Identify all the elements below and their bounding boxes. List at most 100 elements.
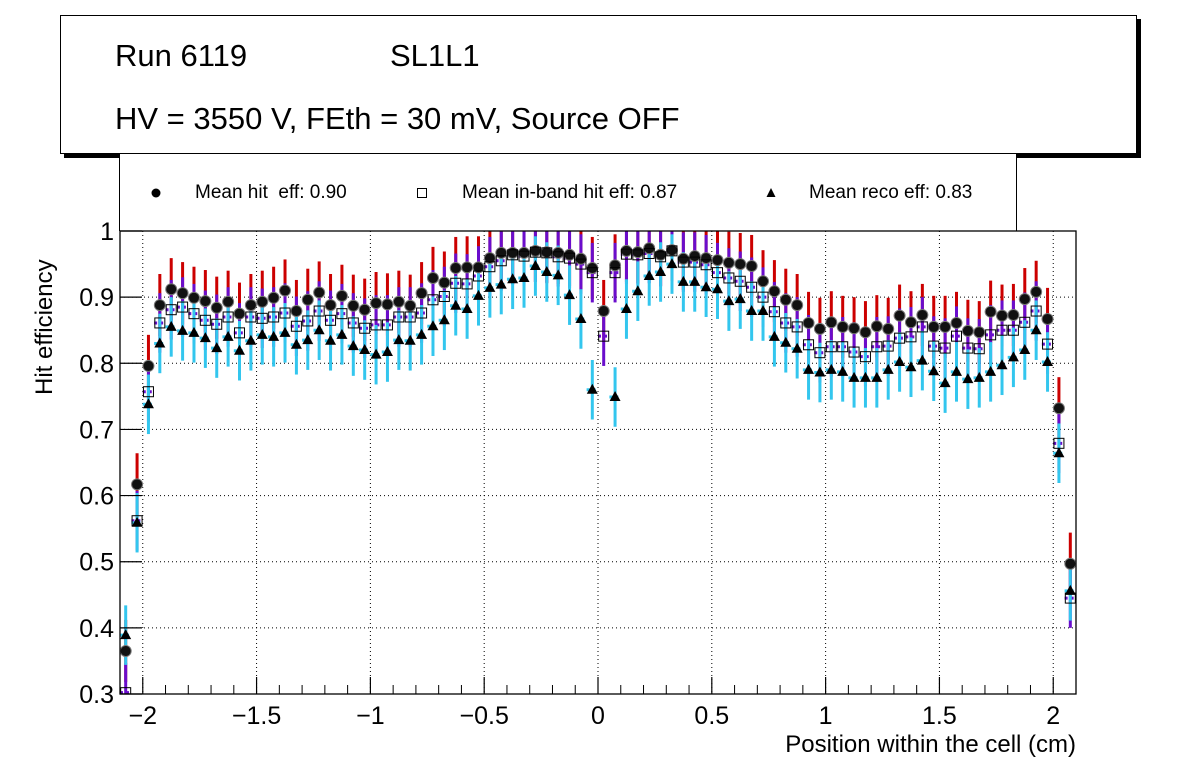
run-label: Run 6119: [115, 38, 248, 73]
data-point-hit: [813, 322, 826, 335]
data-point-hit: [142, 359, 155, 372]
y-tick-label: 0.5: [79, 549, 114, 577]
data-point-reco: [541, 266, 553, 277]
data-point-inband: [962, 342, 974, 354]
data-point-hit: [370, 297, 383, 310]
data-point-reco: [643, 269, 655, 280]
data-point-hit: [267, 291, 280, 304]
data-point-inband: [507, 249, 519, 261]
data-point-hit: [1041, 312, 1054, 325]
data-point-inband: [973, 343, 985, 355]
legend-marker-open-square: [417, 188, 427, 198]
data-point-reco: [916, 354, 928, 365]
data-point-inband: [791, 321, 803, 333]
data-point-inband: [575, 258, 587, 270]
data-point-hit: [381, 298, 394, 311]
data-point-inband: [234, 327, 245, 339]
data-point-hit: [165, 283, 178, 296]
data-point-reco: [1064, 584, 1076, 595]
data-point-inband: [871, 341, 883, 353]
data-point-hit: [176, 287, 189, 300]
data-point-reco: [507, 273, 519, 284]
x-tick-label: −2: [129, 702, 158, 730]
conditions-label: HV = 3550 V, FEth = 30 mV, Source OFF: [115, 101, 680, 136]
data-point-inband: [461, 278, 473, 290]
data-point-inband: [188, 308, 200, 320]
data-point-inband: [370, 319, 382, 331]
x-tick-label: −1: [356, 702, 385, 730]
data-point-inband: [529, 246, 541, 258]
data-point-inband: [142, 386, 154, 398]
data-point-inband: [416, 307, 428, 319]
data-point-inband: [825, 341, 837, 353]
data-point-inband: [746, 281, 758, 293]
data-point-inband: [882, 340, 894, 352]
data-point-inband: [700, 259, 712, 271]
data-point-hit: [597, 305, 610, 318]
data-point-reco: [973, 371, 985, 382]
data-point-hit: [210, 301, 223, 314]
data-point-hit: [836, 320, 849, 333]
data-point-hit: [1018, 293, 1031, 306]
data-point-inband: [803, 339, 815, 351]
data-point-inband: [905, 331, 917, 343]
data-point-hit: [711, 254, 724, 267]
data-point-inband: [837, 341, 849, 353]
data-point-reco: [780, 336, 792, 347]
data-point-reco: [256, 328, 268, 339]
data-point-hit: [745, 260, 758, 273]
data-point-inband: [256, 312, 268, 324]
data-point-reco: [803, 363, 815, 374]
legend-entry-reco-eff: Mean reco eff: 0.83: [809, 182, 973, 203]
data-point-hit: [187, 291, 200, 304]
data-point-reco: [666, 258, 678, 269]
data-point-reco: [1019, 344, 1031, 355]
data-point-inband: [632, 249, 644, 261]
data-point-hit: [722, 256, 735, 269]
y-tick-label: 0.9: [79, 284, 114, 312]
data-point-reco: [951, 365, 962, 376]
data-point-hit: [256, 295, 269, 308]
data-point-reco: [791, 342, 803, 353]
data-point-reco: [620, 303, 632, 314]
data-point-reco: [655, 266, 667, 277]
y-tick-label: 0.7: [79, 416, 114, 444]
data-point-inband: [1042, 338, 1054, 350]
y-tick-label: 0.8: [79, 350, 114, 378]
data-point-inband: [666, 245, 678, 257]
data-point-inband: [916, 321, 928, 333]
data-point-reco: [677, 275, 689, 286]
data-point-reco: [712, 283, 723, 294]
data-point-hit: [757, 275, 770, 288]
data-point-hit: [335, 289, 348, 302]
data-point-inband: [564, 252, 576, 264]
axes-ticks: −2 −1.5 −1 −0.5 0 0.5 1 1.5 2 0.3 0.4 0.5 0.6 0.7 0.8 0…: [79, 218, 1077, 730]
data-point-reco: [552, 269, 564, 280]
data-point-hit: [688, 250, 701, 263]
data-point-reco: [529, 260, 541, 271]
data-point-hit: [973, 326, 986, 339]
data-point-inband: [757, 291, 769, 303]
y-tick-label: 1: [100, 218, 114, 246]
data-point-hit: [472, 261, 485, 274]
data-point-inband: [393, 311, 405, 323]
data-point-reco: [234, 344, 245, 355]
data-point-inband: [495, 255, 507, 267]
data-point-hit: [131, 478, 144, 491]
data-point-reco: [359, 344, 371, 355]
data-point-inband: [154, 317, 166, 329]
data-point-inband: [438, 290, 450, 302]
data-point-reco: [154, 337, 166, 348]
data-point-reco: [268, 330, 280, 341]
data-point-hit: [734, 258, 747, 271]
data-point-hit: [552, 246, 565, 259]
data-point-reco: [768, 330, 780, 341]
data-point-reco: [700, 281, 712, 292]
data-point-reco: [313, 324, 325, 335]
data-point-inband: [279, 307, 291, 319]
x-tick-label: 1.5: [922, 702, 957, 730]
data-point-hit: [506, 246, 519, 259]
data-point-hit: [199, 295, 212, 308]
data-point-inband: [723, 272, 735, 284]
data-point-reco: [746, 305, 758, 316]
